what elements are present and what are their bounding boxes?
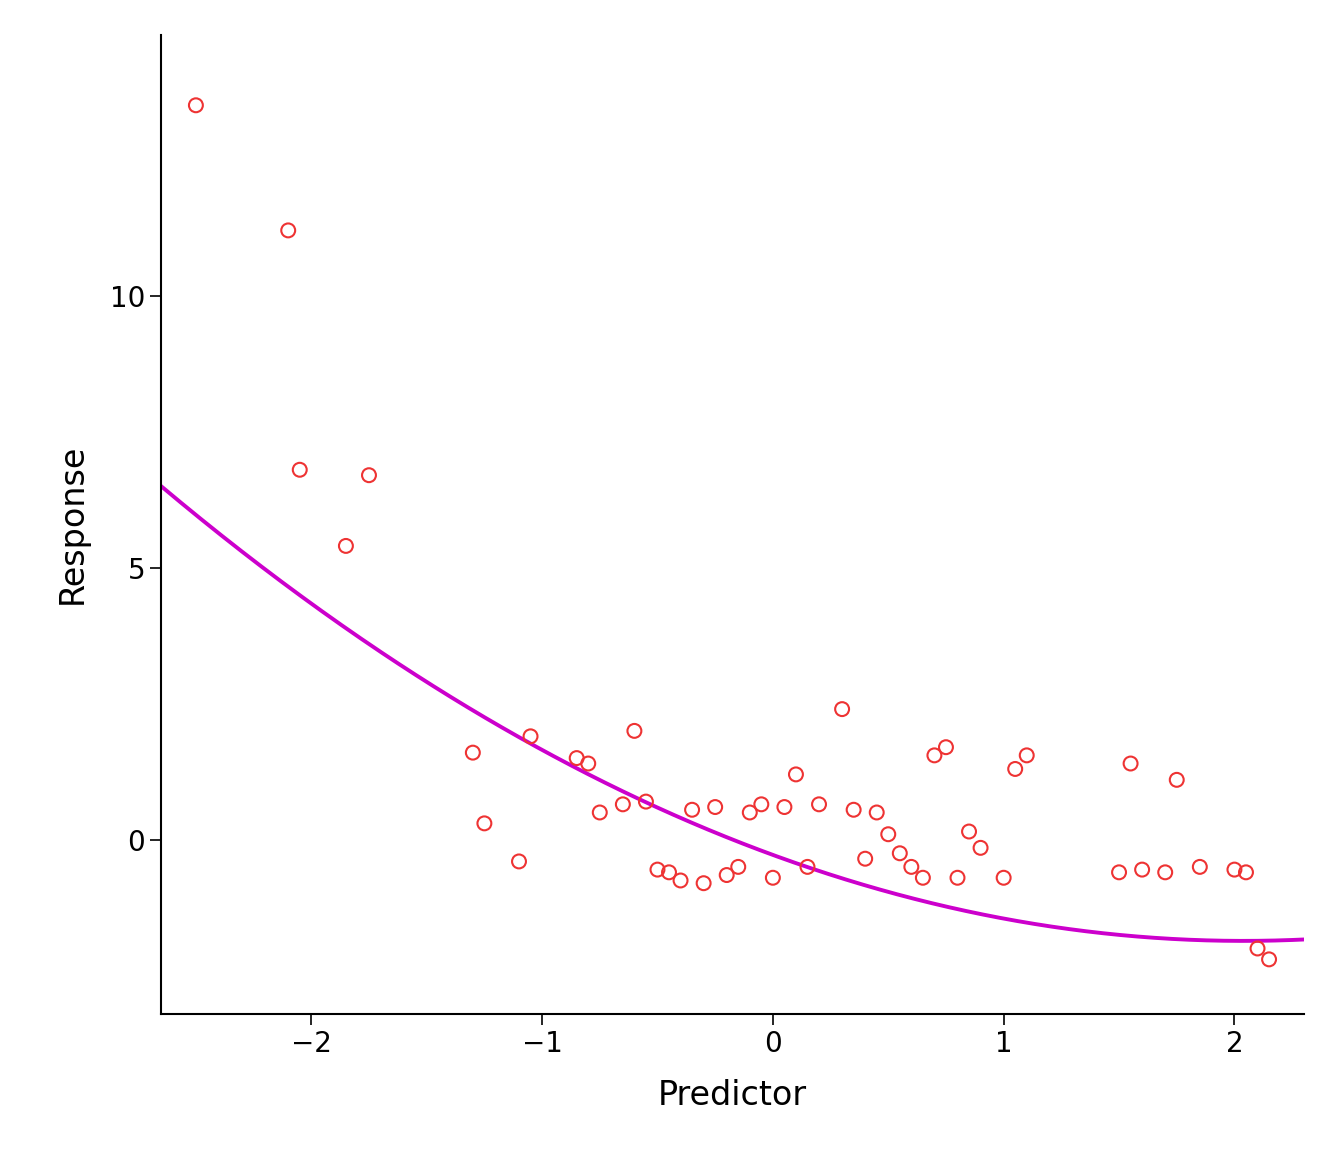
Point [1247,939,1269,957]
Point [694,874,715,893]
Point [646,861,668,879]
Point [900,857,922,876]
Point [797,857,818,876]
Point [878,825,899,843]
Point [855,849,876,867]
Point [335,537,356,555]
Point [866,803,887,821]
Point [462,743,484,761]
Point [1109,863,1130,881]
Point [888,844,910,863]
Point [1235,863,1257,881]
Point [659,863,680,881]
Point [578,755,599,773]
Point [612,795,633,813]
Point [359,465,380,484]
Point [1132,861,1153,879]
Point [1223,861,1245,879]
Point [1120,755,1141,773]
Point [681,801,703,819]
Point [970,839,992,857]
Point [289,461,310,479]
Point [185,96,207,114]
Point [1167,771,1188,789]
X-axis label: Predictor: Predictor [659,1078,806,1112]
Y-axis label: Response: Response [56,444,89,605]
Point [993,869,1015,887]
Point [277,221,298,240]
Point [636,793,657,811]
Point [716,866,738,885]
Point [808,795,829,813]
Point [589,803,610,821]
Point [1189,857,1211,876]
Point [508,852,530,871]
Point [1016,746,1038,765]
Point [473,814,495,833]
Point [935,738,957,757]
Point [669,871,691,889]
Point [762,869,784,887]
Point [913,869,934,887]
Point [739,803,761,821]
Point [774,798,796,817]
Point [832,700,853,719]
Point [958,823,980,841]
Point [1004,760,1025,779]
Point [520,727,542,745]
Point [624,721,645,740]
Point [843,801,864,819]
Point [923,746,945,765]
Point [1258,950,1279,969]
Point [566,749,587,767]
Point [704,798,726,817]
Point [727,857,749,876]
Point [785,765,806,783]
Point [750,795,771,813]
Point [1154,863,1176,881]
Point [946,869,968,887]
